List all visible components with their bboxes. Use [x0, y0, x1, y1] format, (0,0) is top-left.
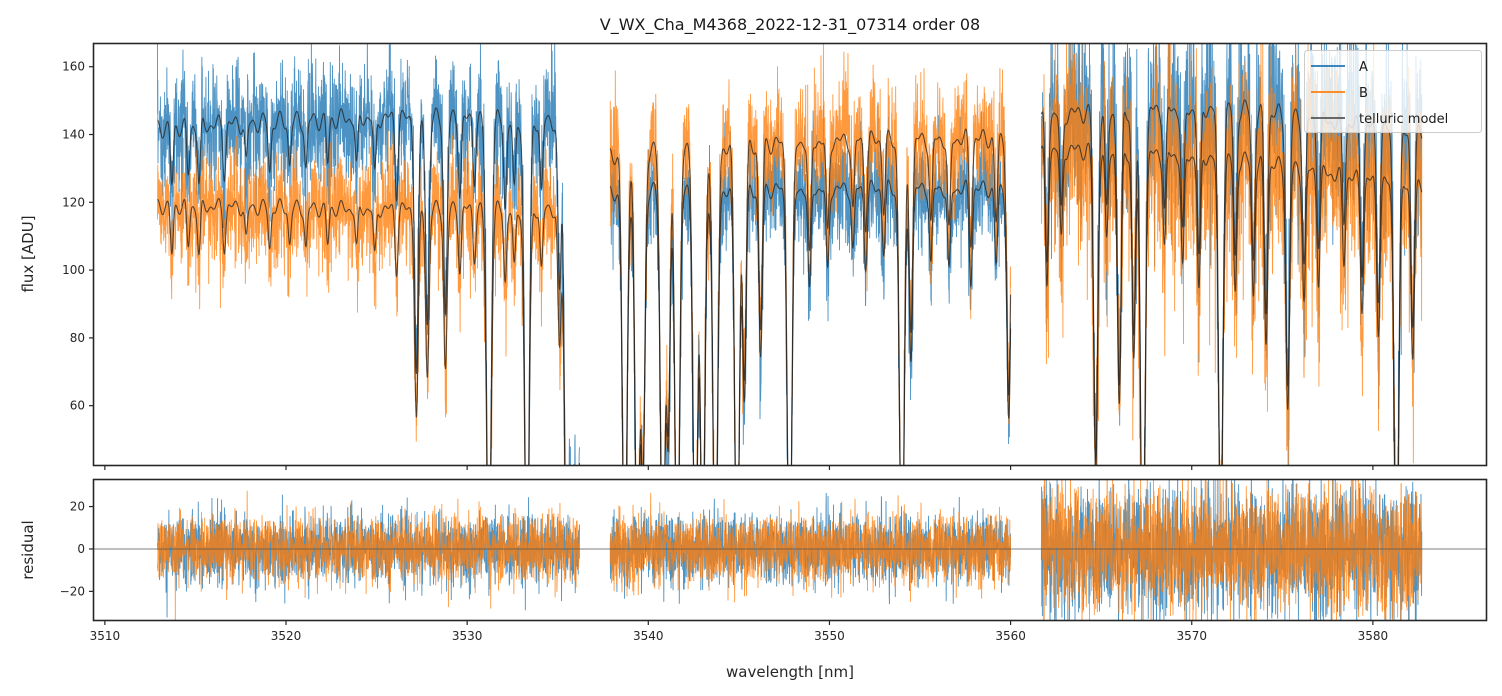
y-tick-label: 80 — [70, 331, 85, 345]
legend-label-b: B — [1359, 86, 1368, 101]
x-tick-label: 3540 — [633, 629, 664, 643]
y-tick-label: 100 — [62, 263, 85, 277]
telluric-model-a-segment-1 — [157, 107, 581, 465]
x-tick-label: 3570 — [1176, 629, 1207, 643]
legend-entry-a: A — [1311, 60, 1368, 75]
y-tick-label: 0 — [77, 542, 85, 556]
legend-entry-telluric: telluric model — [1311, 112, 1448, 127]
y-tick-label: 160 — [62, 60, 85, 74]
y-tick-label: 60 — [70, 399, 85, 413]
series-b-flux-segment-2 — [609, 43, 1012, 465]
series-b-flux-segment-1 — [156, 129, 566, 465]
x-tick-label: 3510 — [90, 629, 121, 643]
series-a-flux-segment-1 — [156, 43, 580, 465]
y-tick-label: 20 — [70, 500, 85, 514]
telluric-model-b-segment-2 — [609, 128, 1012, 465]
legend-label-telluric: telluric model — [1359, 112, 1448, 127]
y-axis-label-flux: flux [ADU] — [19, 215, 37, 292]
series-b-residual-segment-1 — [156, 490, 580, 620]
x-tick-label: 3520 — [271, 629, 302, 643]
bottom-plot-area — [94, 479, 1487, 620]
telluric-model-b-segment-1 — [157, 198, 566, 465]
x-axis-label-wavelength: wavelength [nm] — [726, 663, 854, 681]
top-x-axis — [104, 465, 1374, 470]
top-axes-frame — [92, 42, 1488, 467]
y-tick-label: 140 — [62, 128, 85, 142]
top-panel: 60 80 100 120 140 160 flux [ADU] A B telluric… — [19, 42, 1488, 470]
y-tick-label: 120 — [62, 195, 85, 209]
x-tick-label: 3550 — [814, 629, 845, 643]
bottom-axes-frame — [92, 478, 1488, 622]
y-tick-label: −20 — [60, 584, 85, 598]
telluric-model-b-segment-3 — [1040, 142, 1423, 465]
series-b-residual-segment-3 — [1040, 479, 1423, 620]
top-y-axis: 60 80 100 120 140 160 — [62, 60, 94, 413]
telluric-model-a-segment-2 — [609, 179, 1012, 465]
x-tick-label: 3580 — [1358, 629, 1389, 643]
y-axis-label-residual: residual — [19, 520, 37, 579]
series-b-residual-segment-2 — [609, 492, 1012, 603]
legend-entry-b: B — [1311, 86, 1368, 101]
chart-title: V_WX_Cha_M4368_2022-12-31_07314 order 08 — [600, 15, 980, 35]
bottom-x-axis: 3510 3520 3530 3540 3550 3560 3570 3580 — [90, 620, 1389, 643]
bottom-y-axis: −20 0 20 — [60, 500, 94, 598]
legend-box — [1304, 50, 1482, 133]
x-tick-label: 3530 — [452, 629, 483, 643]
x-tick-label: 3560 — [995, 629, 1026, 643]
legend-label-a: A — [1359, 60, 1368, 75]
legend: A B telluric model — [1304, 50, 1482, 133]
